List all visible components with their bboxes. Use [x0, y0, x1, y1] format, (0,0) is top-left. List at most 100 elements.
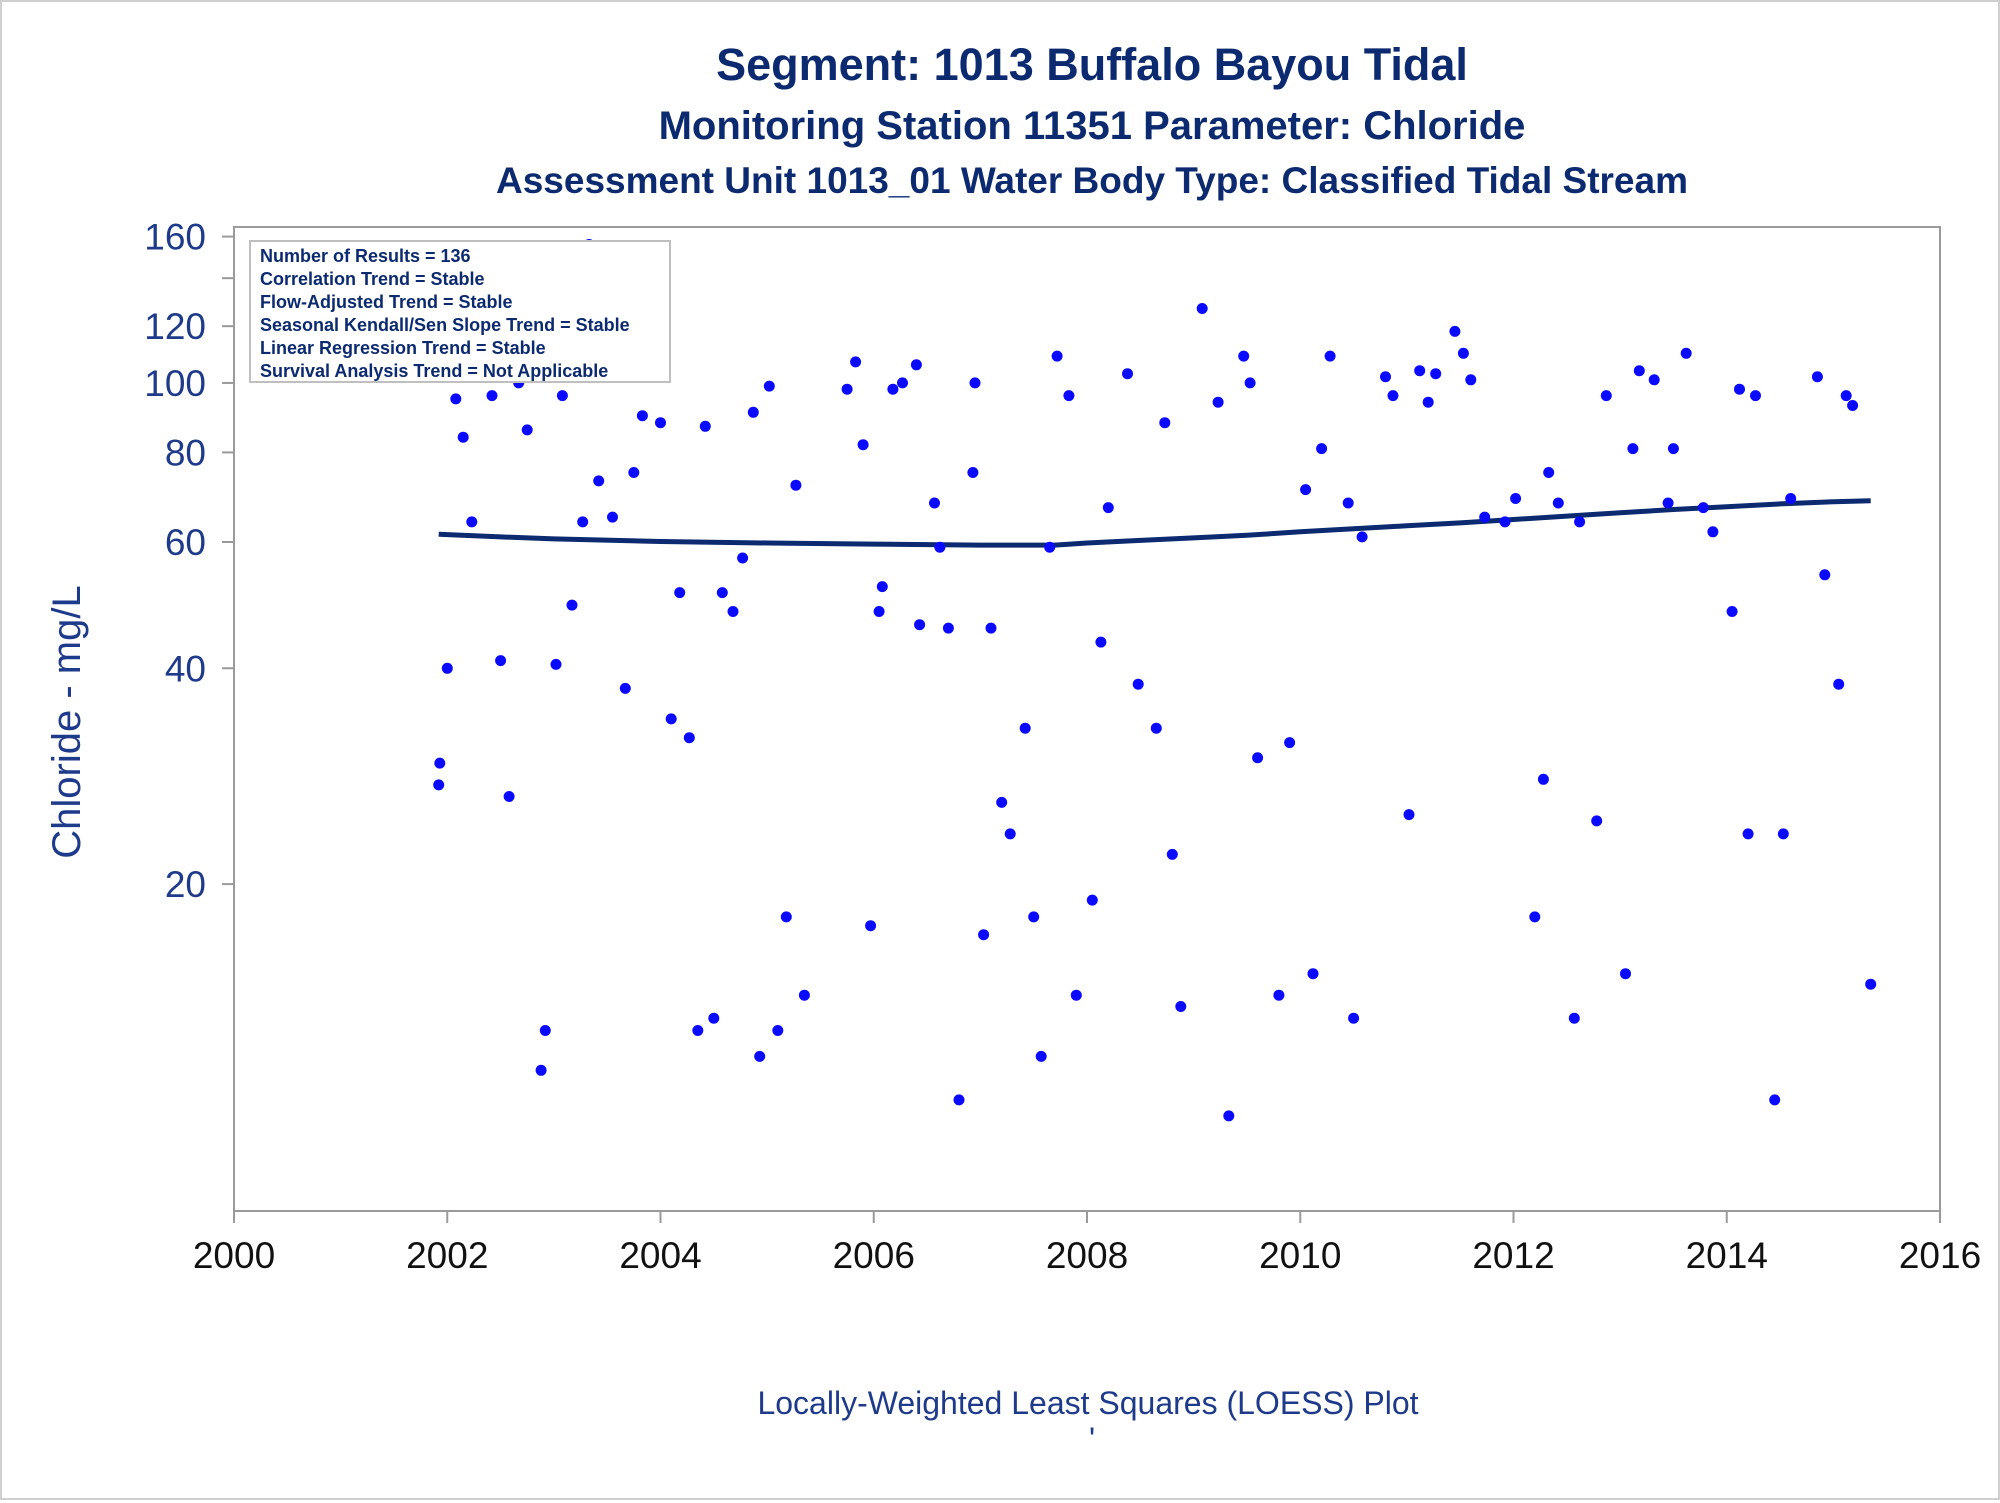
stats-box-line: Linear Regression Trend = Stable: [260, 338, 546, 358]
data-point: [790, 479, 802, 491]
data-point: [1662, 497, 1674, 509]
y-tick-label: 80: [165, 432, 206, 473]
y-tick-label: 40: [165, 648, 206, 689]
data-point: [1552, 497, 1564, 509]
data-point: [1627, 443, 1639, 455]
data-point: [1707, 526, 1719, 538]
data-point: [566, 599, 578, 611]
stats-box-border: [249, 240, 671, 383]
data-point: [1300, 484, 1312, 496]
data-point: [683, 732, 695, 744]
points-layer: [433, 239, 1877, 1122]
data-point: [1537, 773, 1549, 785]
data-point: [850, 356, 862, 368]
data-point: [1316, 443, 1328, 455]
data-point: [1734, 383, 1745, 395]
data-point: [1342, 497, 1354, 509]
data-point: [674, 587, 686, 599]
data-point: [486, 390, 498, 402]
data-point: [929, 497, 940, 509]
data-point: [577, 516, 589, 528]
stats-box-line: Survival Analysis Trend = Not Applicable: [260, 361, 608, 381]
data-point: [1633, 365, 1645, 377]
stats-box: Number of Results = 136 Correlation Tren…: [249, 240, 671, 383]
data-point: [1159, 417, 1171, 429]
data-point: [539, 1025, 551, 1036]
data-point: [780, 911, 792, 923]
axes-layer: 2000 2002 2004 2006 2008 2010 2012 2014 2016 20 40…: [144, 217, 1981, 1276]
data-point: [535, 1064, 547, 1076]
data-point: [754, 1050, 766, 1062]
data-point: [1422, 396, 1434, 408]
data-point: [1244, 377, 1256, 389]
stats-box-line: Number of Results = 136: [260, 246, 471, 266]
x-tick-label: 2004: [619, 1235, 701, 1276]
data-point: [619, 682, 631, 694]
data-point: [665, 713, 677, 725]
data-point: [1680, 347, 1692, 359]
data-point: [1449, 325, 1461, 337]
data-point: [466, 516, 478, 528]
stats-box-line: Correlation Trend = Stable: [260, 269, 485, 289]
y-tick-label: 20: [165, 864, 206, 905]
data-point: [1403, 809, 1415, 821]
data-point: [996, 796, 1008, 808]
data-point: [876, 581, 888, 593]
data-point: [1380, 371, 1391, 383]
data-point: [1574, 516, 1586, 528]
data-point: [699, 420, 711, 432]
data-point: [607, 511, 618, 523]
data-point: [708, 1012, 720, 1024]
data-point: [1833, 678, 1845, 690]
x-tick-label: 2014: [1686, 1235, 1768, 1276]
data-point: [1819, 569, 1831, 581]
data-point: [1667, 443, 1679, 455]
data-point: [1150, 722, 1162, 734]
loess-layer: [438, 498, 1871, 548]
data-point: [1273, 989, 1285, 1001]
data-point: [953, 1094, 965, 1106]
data-point: [1620, 968, 1631, 980]
chart-title: Segment: 1013 Buffalo Bayou Tidal: [716, 39, 1468, 90]
data-point: [1132, 678, 1144, 690]
footnote-mark: ': [1089, 1421, 1095, 1457]
data-point: [1223, 1110, 1235, 1122]
data-point: [747, 406, 759, 418]
data-point: [1095, 636, 1107, 648]
data-point: [1726, 606, 1738, 617]
data-point: [985, 622, 997, 634]
stats-box-line: Flow-Adjusted Trend = Stable: [260, 292, 513, 312]
y-axis-title: Chloride - mg/L: [45, 585, 89, 858]
data-point: [1543, 467, 1555, 478]
data-point: [692, 1025, 704, 1036]
data-point: [1086, 894, 1098, 906]
data-point: [1063, 390, 1075, 402]
data-point: [716, 587, 728, 599]
data-point: [521, 424, 533, 436]
data-point: [1307, 968, 1319, 980]
data-point: [628, 467, 640, 478]
data-point: [865, 920, 877, 932]
data-point: [1348, 1012, 1360, 1024]
data-point: [763, 380, 775, 392]
data-point: [434, 757, 446, 769]
x-tick-label: 2006: [833, 1235, 915, 1276]
data-point: [1697, 502, 1709, 514]
data-point: [1840, 390, 1852, 402]
data-point: [1499, 516, 1511, 528]
data-point: [1004, 828, 1016, 840]
chart-subtitle: Monitoring Station 11351 Parameter: Chlo…: [659, 104, 1526, 148]
data-point: [1457, 347, 1469, 359]
data-point: [1465, 374, 1477, 386]
data-point: [1591, 815, 1603, 827]
data-point: [910, 359, 922, 371]
data-point: [942, 622, 954, 634]
data-point: [1600, 390, 1612, 402]
data-point: [457, 431, 469, 443]
data-point: [441, 662, 453, 674]
stats-box-line: Seasonal Kendall/Sen Slope Trend = Stabl…: [260, 315, 630, 335]
data-point: [1777, 828, 1789, 840]
data-point: [897, 377, 908, 389]
data-point: [1750, 390, 1761, 402]
data-point: [1175, 1001, 1187, 1012]
